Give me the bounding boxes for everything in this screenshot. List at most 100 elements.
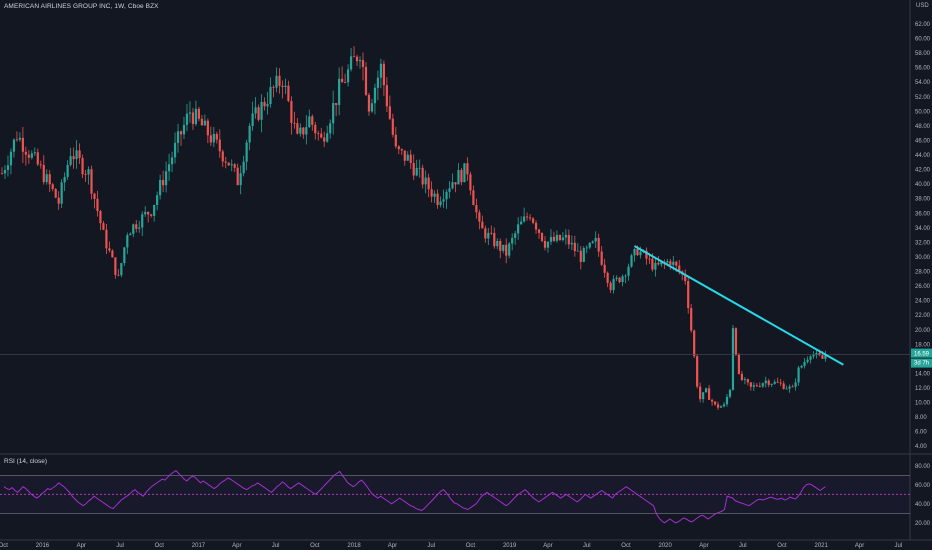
candle-body [621, 276, 624, 283]
candle-body [591, 241, 594, 243]
candle-body [287, 85, 290, 102]
candle-body [379, 63, 383, 78]
candle-body [785, 388, 788, 390]
countdown-tag [911, 358, 932, 368]
candle-body [194, 108, 198, 125]
price-tick-label: 10.00 [915, 401, 931, 407]
candle-body [355, 56, 359, 62]
candle-body [236, 167, 239, 186]
candle-body [341, 78, 344, 83]
candle-body [57, 197, 60, 204]
candle-body [669, 261, 672, 265]
candle-body [156, 195, 159, 205]
candle-body [373, 87, 377, 104]
candle-body [603, 264, 606, 273]
time-tick-label: Oct [310, 543, 320, 549]
rsi-band [0, 475, 910, 514]
candle-body [609, 282, 612, 291]
candle-body [525, 216, 529, 218]
candle-body [132, 224, 135, 234]
candle-body [442, 199, 445, 202]
candle-body [466, 163, 469, 175]
candle-body [99, 211, 102, 224]
time-tick-label: Jul [427, 543, 435, 549]
candle-body [51, 184, 54, 190]
candle-body [612, 279, 615, 291]
candle-body [639, 251, 642, 256]
candle-body [72, 156, 75, 160]
candle-body [167, 164, 171, 172]
candle-body [624, 275, 627, 277]
candle-body [528, 217, 532, 219]
candle-body [537, 229, 541, 233]
candle-body [15, 139, 19, 141]
candle-body [162, 180, 165, 186]
candle-body [394, 134, 397, 147]
candle-body [451, 182, 454, 189]
candle-body [731, 328, 735, 390]
rsi-tick-label: 60.00 [915, 483, 931, 489]
time-tick-label: 2016 [36, 543, 50, 549]
candle-body [93, 193, 96, 199]
candle-body [573, 242, 576, 251]
candle-body [734, 328, 738, 355]
candle-body [555, 234, 559, 241]
time-tick-label: Oct [777, 543, 787, 549]
time-tick-label: 2018 [347, 543, 361, 549]
candle-body [618, 277, 621, 283]
price-tick-label: 24.00 [915, 299, 931, 305]
time-tick-label: Oct [466, 543, 476, 549]
candle-body [323, 137, 326, 142]
time-tick-label: Oct [621, 543, 631, 549]
price-tick-label: 36.00 [915, 211, 931, 217]
candle-body [773, 381, 776, 384]
candle-body [18, 137, 22, 140]
candle-body [427, 177, 430, 190]
candle-body [561, 237, 564, 241]
candle-body [248, 126, 251, 143]
candle-body [487, 232, 490, 239]
candle-body [782, 383, 785, 389]
candle-body [755, 385, 758, 387]
price-tick-label: 44.00 [915, 153, 931, 159]
candle-body [269, 86, 272, 105]
price-tick-label: 54.00 [915, 80, 931, 86]
candle-body [281, 85, 284, 87]
candle-body [314, 124, 317, 134]
candle-body [421, 167, 424, 185]
price-tick-label: 22.00 [915, 313, 931, 319]
candle-body [520, 221, 523, 225]
candle-body [123, 247, 126, 264]
candle-body [230, 164, 233, 166]
candle-body [24, 151, 27, 155]
candle-body [12, 139, 16, 152]
candle-body [779, 382, 782, 384]
candle-body [770, 383, 773, 385]
candle-body [403, 150, 406, 161]
candle-body [627, 266, 630, 276]
candle-body [567, 234, 570, 245]
candle-body [728, 389, 732, 397]
candle-body [117, 274, 120, 276]
candle-body [478, 212, 481, 222]
price-tick-label: 4.00 [915, 444, 927, 450]
candle-body [358, 60, 362, 62]
candle-body [481, 221, 484, 229]
candle-body [684, 274, 687, 282]
candle-body [576, 250, 579, 252]
candle-body [397, 146, 400, 150]
candle-body [144, 211, 147, 215]
candle-body [707, 388, 711, 400]
price-tick-label: 60.00 [915, 37, 931, 43]
candle-body [678, 265, 681, 272]
candle-body [141, 214, 144, 228]
candle-body [129, 233, 132, 236]
candle-body [254, 107, 257, 114]
price-tick-label: 14.00 [915, 371, 931, 377]
candle-body [138, 227, 141, 229]
candle-body [242, 161, 245, 174]
candle-body [54, 189, 57, 198]
time-tick-label: 2019 [503, 543, 517, 549]
